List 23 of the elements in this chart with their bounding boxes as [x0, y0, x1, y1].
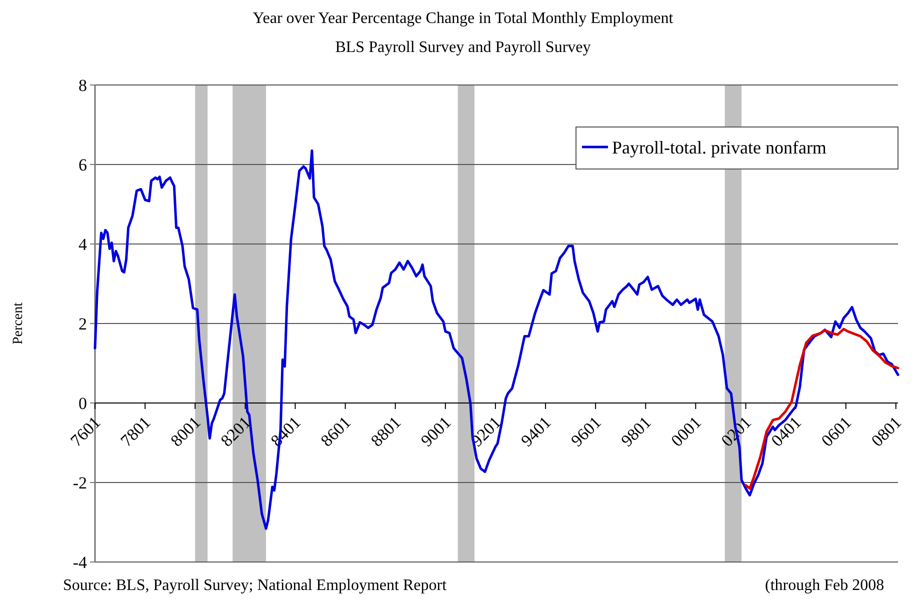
- x-tick-label: 7601: [66, 412, 104, 450]
- y-tick-label: 2: [78, 314, 87, 334]
- y-tick-label: 0: [78, 394, 87, 413]
- y-tick-label: 6: [78, 155, 87, 174]
- x-tick-label: 8801: [367, 412, 405, 450]
- x-tick-label: 0001: [667, 412, 705, 450]
- x-tick-label: 0401: [768, 412, 806, 450]
- y-tick-label: 8: [78, 76, 87, 95]
- x-tick-label: 0601: [818, 412, 856, 450]
- y-tick-label: -4: [72, 552, 88, 572]
- y-axis-title: Percent: [11, 302, 26, 344]
- y-tick-label: 4: [78, 234, 88, 254]
- y-tick-label: -2: [72, 473, 87, 492]
- x-tick-label: 0801: [868, 412, 906, 450]
- legend-label: Payroll-total. private nonfarm: [612, 137, 826, 158]
- source-note: Source: BLS, Payroll Survey; National Employment Report: [63, 577, 448, 594]
- text: (through Feb 2008: [765, 577, 884, 594]
- x-tick-label: 8201: [216, 412, 254, 450]
- x-tick-label: 7801: [116, 412, 154, 450]
- chart-subtitle: BLS Payroll Survey and Payroll Survey: [335, 39, 591, 56]
- x-tick-label: 8001: [166, 412, 204, 450]
- chart-title: Year over Year Percentage Change in Total Monthly Employment: [252, 10, 674, 27]
- x-tick-label: 8601: [317, 412, 355, 450]
